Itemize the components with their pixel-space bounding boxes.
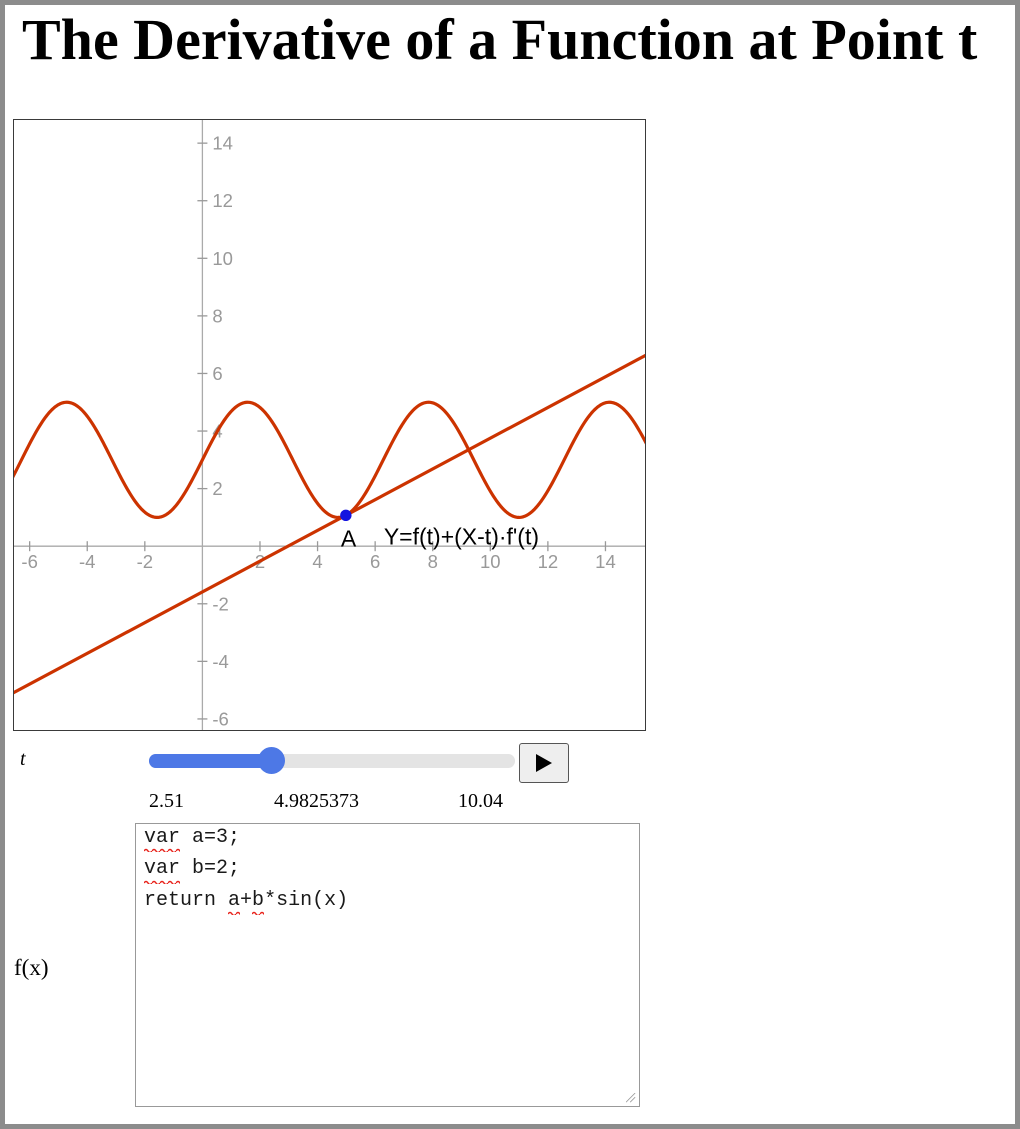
svg-text:-2: -2 [212, 593, 228, 614]
svg-text:8: 8 [212, 305, 222, 326]
svg-text:8: 8 [428, 551, 438, 572]
svg-text:-6: -6 [21, 551, 37, 572]
svg-text:10: 10 [212, 248, 233, 269]
svg-text:A: A [341, 525, 357, 551]
svg-text:4: 4 [312, 551, 322, 572]
svg-text:-2: -2 [137, 551, 153, 572]
svg-text:2: 2 [212, 478, 222, 499]
svg-text:12: 12 [538, 551, 559, 572]
svg-text:6: 6 [212, 363, 222, 384]
svg-text:6: 6 [370, 551, 380, 572]
svg-text:-4: -4 [212, 651, 228, 672]
svg-text:-4: -4 [79, 551, 95, 572]
svg-text:10: 10 [480, 551, 501, 572]
svg-text:-6: -6 [212, 708, 228, 729]
svg-text:12: 12 [212, 190, 233, 211]
svg-text:Y=f(t)+(X-t)·f'(t): Y=f(t)+(X-t)·f'(t) [384, 523, 539, 549]
svg-text:14: 14 [595, 551, 616, 572]
svg-text:14: 14 [212, 133, 233, 154]
